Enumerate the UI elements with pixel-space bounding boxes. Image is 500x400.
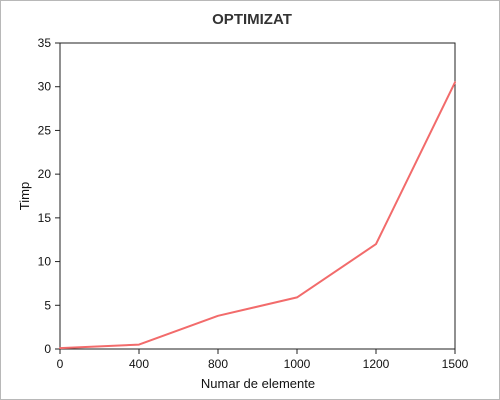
y-axis: 0 5 10 15 20 25 30 35 [38,36,60,356]
y-tick-label: 10 [38,255,52,269]
y-tick-label: 5 [44,298,51,312]
y-tick-label: 25 [38,123,52,137]
y-tick-label: 35 [38,36,52,50]
x-tick-label: 0 [57,357,64,371]
plot-area [59,42,456,350]
y-tick-label: 20 [38,167,52,181]
x-tick-label: 1500 [442,357,469,371]
x-tick-label: 400 [129,357,149,371]
chart-title: OPTIMIZAT [212,11,292,28]
y-tick-label: 30 [38,80,52,94]
y-tick-label: 15 [38,211,52,225]
x-tick-label: 800 [208,357,228,371]
x-tick-label: 1200 [363,357,390,371]
x-tick-label: 1000 [284,357,311,371]
x-axis-label: Numar de elemente [201,376,315,391]
x-axis: 0 400 800 1000 1200 1500 [57,349,469,371]
y-axis-label: Timp [17,182,32,210]
y-tick-label: 0 [44,342,51,356]
series-line-0 [59,81,456,350]
series-layer [59,81,456,350]
